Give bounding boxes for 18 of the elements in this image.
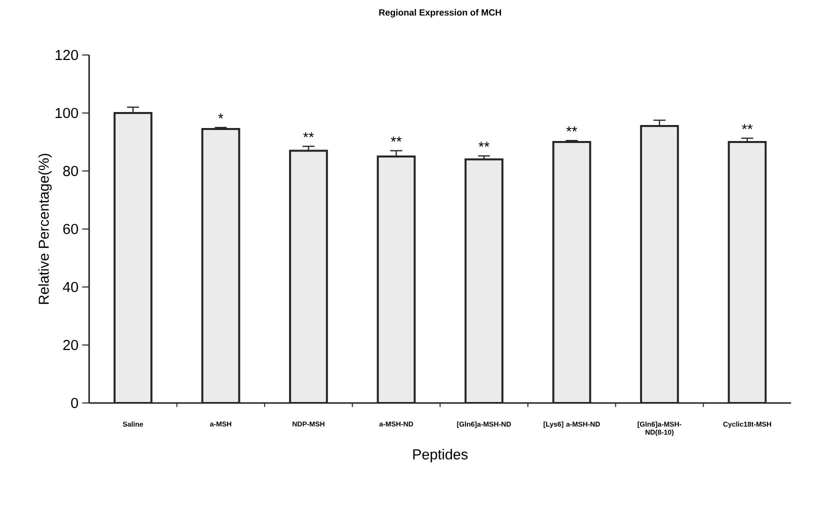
y-tick-label: 120 — [56, 50, 78, 60]
y-tick-label: 60 — [63, 224, 78, 234]
annotation: ** — [303, 132, 314, 138]
y-tick-label: 40 — [62, 282, 78, 292]
chart-title: Regional Expression of MCH — [379, 9, 502, 18]
y-axis-title: Relative Percentage(%) — [38, 154, 52, 304]
y-tick-label: 100 — [56, 108, 78, 118]
y-tick-label: 20 — [63, 340, 78, 350]
y-tick-label: 80 — [63, 166, 78, 176]
x-axis-title: Peptides — [413, 448, 468, 462]
y-tick-label: 0 — [71, 398, 78, 408]
annotation: ** — [566, 126, 578, 132]
bar — [289, 150, 328, 403]
annotation: ** — [390, 136, 402, 142]
annotation: ** — [742, 124, 753, 130]
bar — [640, 125, 679, 403]
annotation: * — [218, 113, 224, 118]
annotation: ** — [478, 142, 490, 147]
